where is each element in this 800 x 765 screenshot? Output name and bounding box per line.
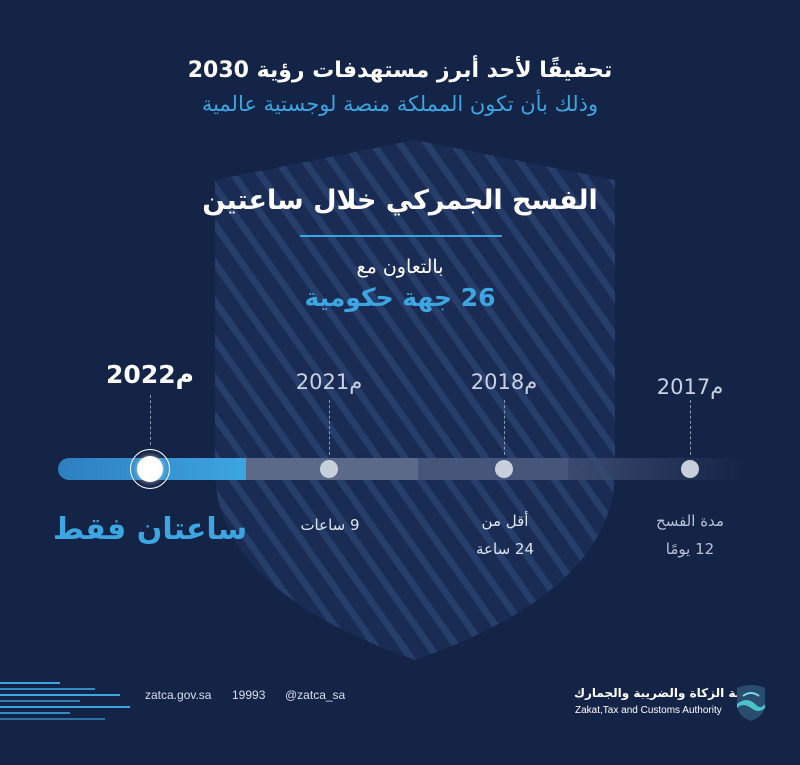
caption-2017-line1: مدة الفسح <box>656 512 724 530</box>
year-2022: 2022م <box>106 360 194 389</box>
footer-handle[interactable]: @zatca_sa <box>285 688 346 702</box>
timeline-track-segment-2017 <box>568 458 748 480</box>
year-2018: 2018م <box>470 370 538 394</box>
timeline-dot-2018 <box>495 460 513 478</box>
caption-2018-line2: 24 ساعة <box>476 540 534 558</box>
speed-line <box>0 712 70 714</box>
speed-line <box>0 718 105 720</box>
speed-line <box>0 688 95 690</box>
cooperation-value: 26 جهة حكومية <box>304 283 496 312</box>
connector-2021 <box>329 400 330 455</box>
speed-line <box>0 682 60 684</box>
zatca-logo-icon <box>737 685 765 721</box>
speed-line <box>0 700 80 702</box>
header-line-1: تحقيقًا لأحد أبرز مستهدفات رؤية 2030 <box>187 58 613 83</box>
header-line-2: وذلك بأن تكون المملكة منصة لوجستية عالمي… <box>201 92 599 116</box>
timeline-track-segment-2018 <box>418 458 568 480</box>
caption-2021: 9 ساعات <box>300 516 360 534</box>
timeline-dot-2017 <box>681 460 699 478</box>
timeline-dot-2022-inner <box>137 456 163 482</box>
connector-2022 <box>150 395 151 445</box>
footer-phone[interactable]: 19993 <box>232 688 266 702</box>
headline: الفسح الجمركي خلال ساعتين <box>202 185 598 216</box>
caption-2017-line2: 12 يومًا <box>665 540 715 558</box>
logo-arabic-name: هيئة الزكاة والضريبة والجمارك <box>574 686 754 700</box>
logo-english-name: Zakat,Tax and Customs Authority <box>575 705 722 716</box>
connector-2017 <box>690 400 691 455</box>
speed-line <box>0 706 130 708</box>
year-2021: 2021م <box>295 370 363 394</box>
caption-2018-line1: أقل من <box>481 512 529 530</box>
cooperation-label: بالتعاون مع <box>356 256 444 278</box>
timeline-dot-2021 <box>320 460 338 478</box>
headline-underline <box>300 235 502 237</box>
footer-website[interactable]: zatca.gov.sa <box>145 688 212 702</box>
year-2017: 2017م <box>656 375 724 399</box>
speed-line <box>0 694 120 696</box>
caption-2022: ساعتان فقط <box>52 512 248 547</box>
background-shield-graphic <box>215 140 615 660</box>
timeline-dot-2022 <box>130 449 170 489</box>
connector-2018 <box>504 400 505 455</box>
